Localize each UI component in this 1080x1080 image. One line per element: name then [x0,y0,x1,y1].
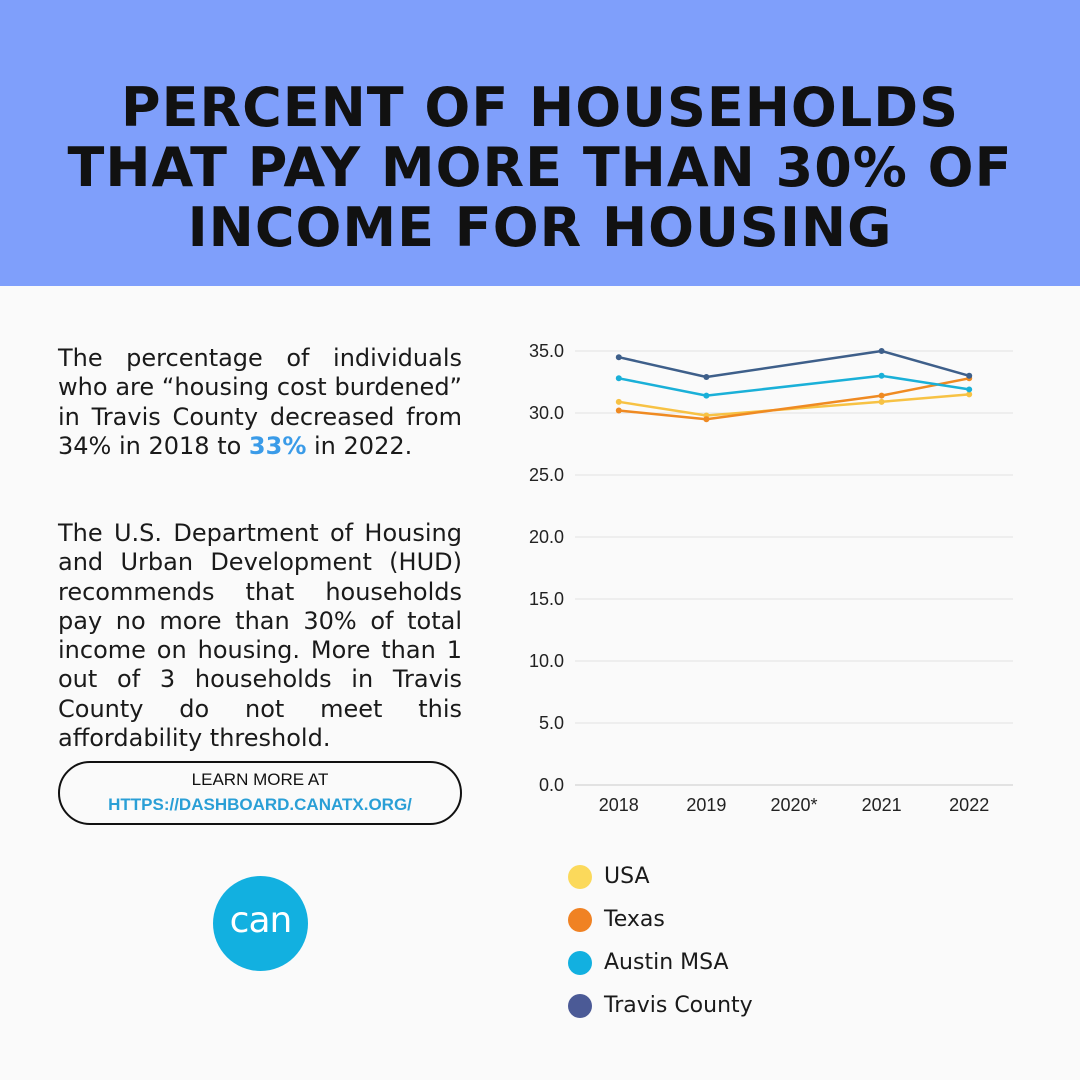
y-tick-label: 25.0 [529,465,564,485]
data-point-travis-county [615,354,622,361]
y-tick-label: 15.0 [529,589,564,609]
y-tick-label: 20.0 [529,527,564,547]
legend-label: Texas [604,907,665,932]
line-chart: 0.0 5.0 10.0 15.0 20.0 25.0 30.0 35.0 2018 2019 20… [529,341,1013,815]
legend-swatch [568,951,592,975]
x-tick-label: 2021 [862,795,902,815]
x-tick-label: 2018 [599,795,639,815]
legend-label: Travis County [604,993,753,1018]
data-point-travis-county [878,348,885,354]
learn-more-button[interactable]: LEARN MORE AT HTTPS://DASHBOARD.CANATX.O… [58,761,462,825]
legend-swatch [568,994,592,1018]
y-tick-label: 5.0 [539,713,564,733]
y-tick-label: 0.0 [539,775,564,795]
legend-item: Travis County [568,991,828,1021]
series-line-austin-msa [618,374,970,397]
intro-tail: in 2022. [314,431,413,460]
data-point-texas [878,392,885,399]
data-point-usa [615,398,622,405]
y-tick-label: 35.0 [529,341,564,361]
header-banner: Percent of households that pay more than… [0,0,1080,286]
data-point-texas [703,416,710,423]
legend-item: Texas [568,905,828,935]
series-line-usa [618,393,970,417]
dashboard-link[interactable]: HTTPS://DASHBOARD.CANATX.ORG/ [108,795,412,814]
legend-label: Austin MSA [604,950,729,975]
intro-text: The percentage of individuals who are “h… [58,344,462,460]
highlight-value: 33% [248,431,307,460]
y-tick-label: 30.0 [529,403,564,423]
data-point-austin-msa [703,392,710,399]
legend-swatch [568,865,592,889]
data-point-usa [966,391,973,398]
data-point-texas [615,407,622,414]
logo-text: can [229,900,293,941]
legend-item: USA [568,862,828,892]
learn-more-label: LEARN MORE AT [191,770,329,789]
can-logo: can [213,876,308,971]
hud-paragraph: The U.S. Department of Housing and Urban… [58,519,462,753]
data-point-austin-msa [966,386,973,393]
x-tick-label: 2020* [770,795,817,815]
data-point-usa [878,398,885,405]
series-line-travis-county [618,349,970,379]
x-tick-label: 2022 [949,795,989,815]
data-point-austin-msa [878,372,885,379]
data-point-travis-county [966,372,973,379]
page-title: Percent of households that pay more than… [67,76,1013,259]
legend-label: USA [604,864,650,889]
intro-paragraph: The percentage of individuals who are “h… [58,344,462,461]
x-tick-label: 2019 [686,795,726,815]
data-point-travis-county [703,374,710,381]
legend-item: Austin MSA [568,948,828,978]
legend-swatch [568,908,592,932]
y-tick-label: 10.0 [529,651,564,671]
data-point-austin-msa [615,375,622,382]
series-line-texas [618,377,970,421]
